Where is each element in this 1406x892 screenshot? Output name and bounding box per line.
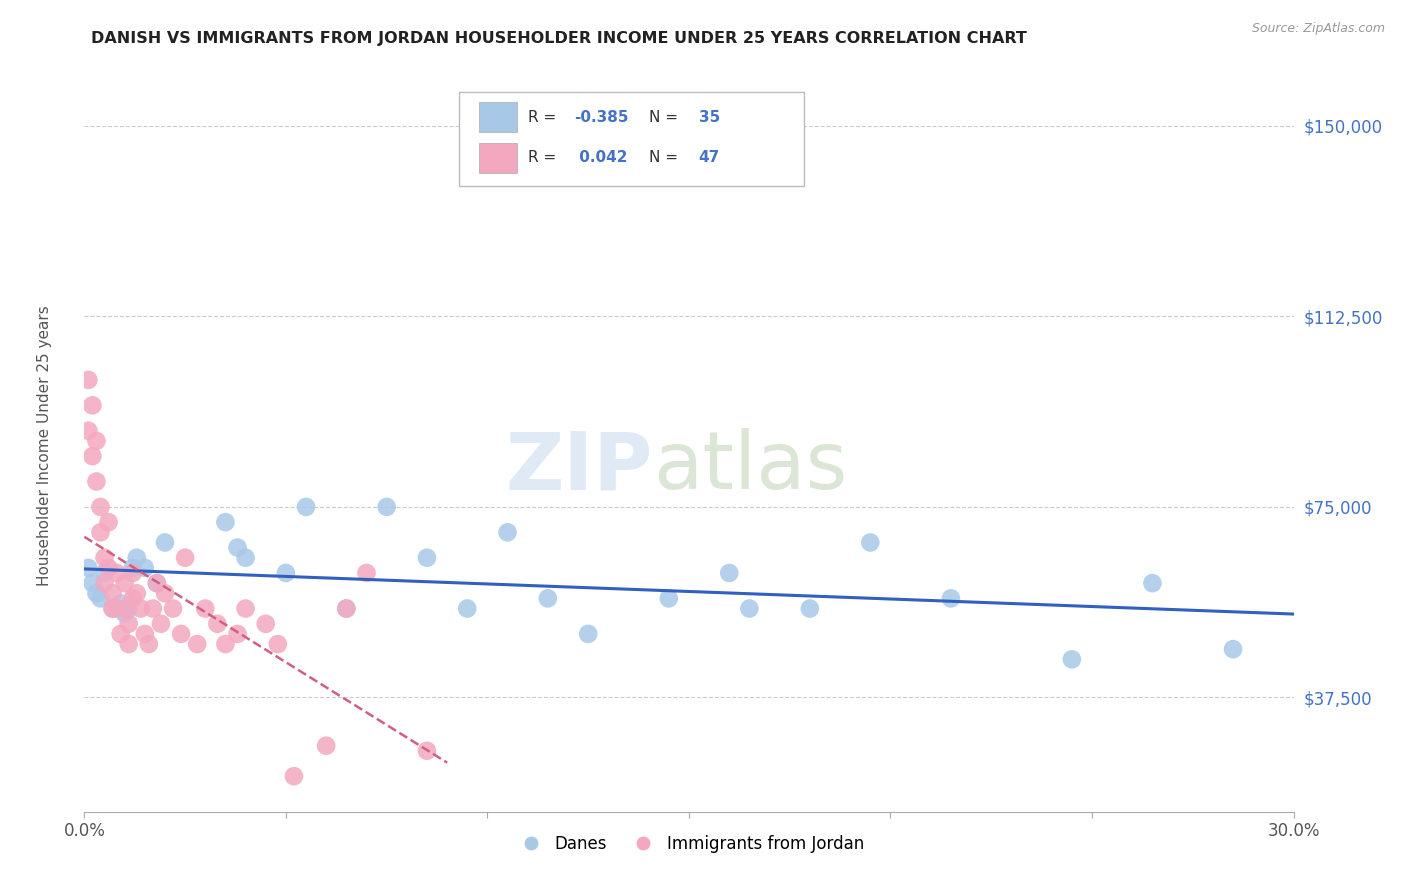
Point: [101, 601, 124, 615]
Point: [93, 550, 115, 565]
Point: [146, 576, 169, 591]
Point: [153, 535, 176, 549]
Point: [1142, 576, 1164, 591]
Point: [134, 627, 156, 641]
Point: [105, 566, 128, 580]
Point: [101, 586, 124, 600]
Point: [89, 500, 111, 514]
Point: [142, 601, 165, 615]
Point: [194, 601, 217, 615]
Point: [77, 561, 100, 575]
Point: [86, 475, 108, 489]
Point: [86, 586, 108, 600]
Text: Source: ZipAtlas.com: Source: ZipAtlas.com: [1251, 22, 1385, 36]
Point: [939, 591, 962, 606]
Point: [170, 627, 193, 641]
Text: -0.385: -0.385: [574, 110, 628, 125]
Point: [110, 597, 132, 611]
Point: [283, 769, 305, 783]
Point: [114, 576, 136, 591]
Point: [537, 591, 560, 606]
Point: [89, 591, 111, 606]
Point: [121, 561, 143, 575]
Point: [235, 550, 257, 565]
Point: [77, 424, 100, 438]
Point: [274, 566, 297, 580]
Point: [129, 601, 152, 615]
Point: [93, 566, 115, 580]
Point: [89, 525, 111, 540]
Point: [162, 601, 184, 615]
Point: [254, 616, 277, 631]
Point: [738, 601, 761, 615]
Legend: Danes, Immigrants from Jordan: Danes, Immigrants from Jordan: [508, 829, 870, 860]
Point: [214, 515, 236, 529]
Point: [496, 525, 519, 540]
Point: [110, 627, 132, 641]
Text: 47: 47: [699, 150, 720, 165]
FancyBboxPatch shape: [478, 143, 517, 172]
Point: [456, 601, 478, 615]
Point: [226, 541, 249, 555]
Text: 35: 35: [699, 110, 720, 125]
Point: [235, 601, 257, 615]
Point: [93, 576, 115, 591]
Point: [658, 591, 681, 606]
Point: [97, 561, 120, 575]
Point: [207, 616, 229, 631]
Point: [138, 637, 160, 651]
Text: Householder Income Under 25 years: Householder Income Under 25 years: [38, 306, 52, 586]
Point: [416, 744, 439, 758]
Point: [149, 616, 172, 631]
Point: [174, 550, 197, 565]
FancyBboxPatch shape: [460, 93, 804, 186]
Point: [134, 561, 156, 575]
Point: [718, 566, 741, 580]
Point: [125, 586, 148, 600]
Text: DANISH VS IMMIGRANTS FROM JORDAN HOUSEHOLDER INCOME UNDER 25 YEARS CORRELATION C: DANISH VS IMMIGRANTS FROM JORDAN HOUSEHO…: [91, 31, 1028, 46]
Point: [105, 601, 128, 615]
Point: [214, 637, 236, 651]
Point: [375, 500, 398, 514]
Point: [153, 586, 176, 600]
Point: [146, 576, 169, 591]
Point: [576, 627, 599, 641]
Point: [86, 434, 108, 448]
Point: [1060, 652, 1083, 666]
Text: R =: R =: [529, 150, 561, 165]
Text: R =: R =: [529, 110, 561, 125]
Text: atlas: atlas: [652, 428, 846, 506]
Point: [121, 566, 143, 580]
Point: [114, 601, 136, 615]
Point: [356, 566, 378, 580]
Point: [335, 601, 357, 615]
Point: [859, 535, 882, 549]
Point: [118, 601, 141, 615]
Point: [1222, 642, 1244, 657]
Point: [82, 398, 104, 412]
Point: [121, 591, 143, 606]
Text: 0.042: 0.042: [574, 150, 627, 165]
Point: [186, 637, 208, 651]
Point: [799, 601, 821, 615]
Point: [295, 500, 318, 514]
FancyBboxPatch shape: [478, 103, 517, 132]
Point: [118, 637, 141, 651]
Point: [335, 601, 357, 615]
Point: [118, 616, 141, 631]
Point: [77, 373, 100, 387]
Point: [97, 515, 120, 529]
Point: [267, 637, 290, 651]
Text: ZIP: ZIP: [505, 428, 652, 506]
Point: [416, 550, 439, 565]
Point: [226, 627, 249, 641]
Point: [82, 449, 104, 463]
Point: [114, 607, 136, 621]
Point: [315, 739, 337, 753]
Text: N =: N =: [650, 110, 683, 125]
Point: [125, 550, 148, 565]
Point: [82, 576, 104, 591]
Point: [101, 601, 124, 615]
Text: N =: N =: [650, 150, 683, 165]
